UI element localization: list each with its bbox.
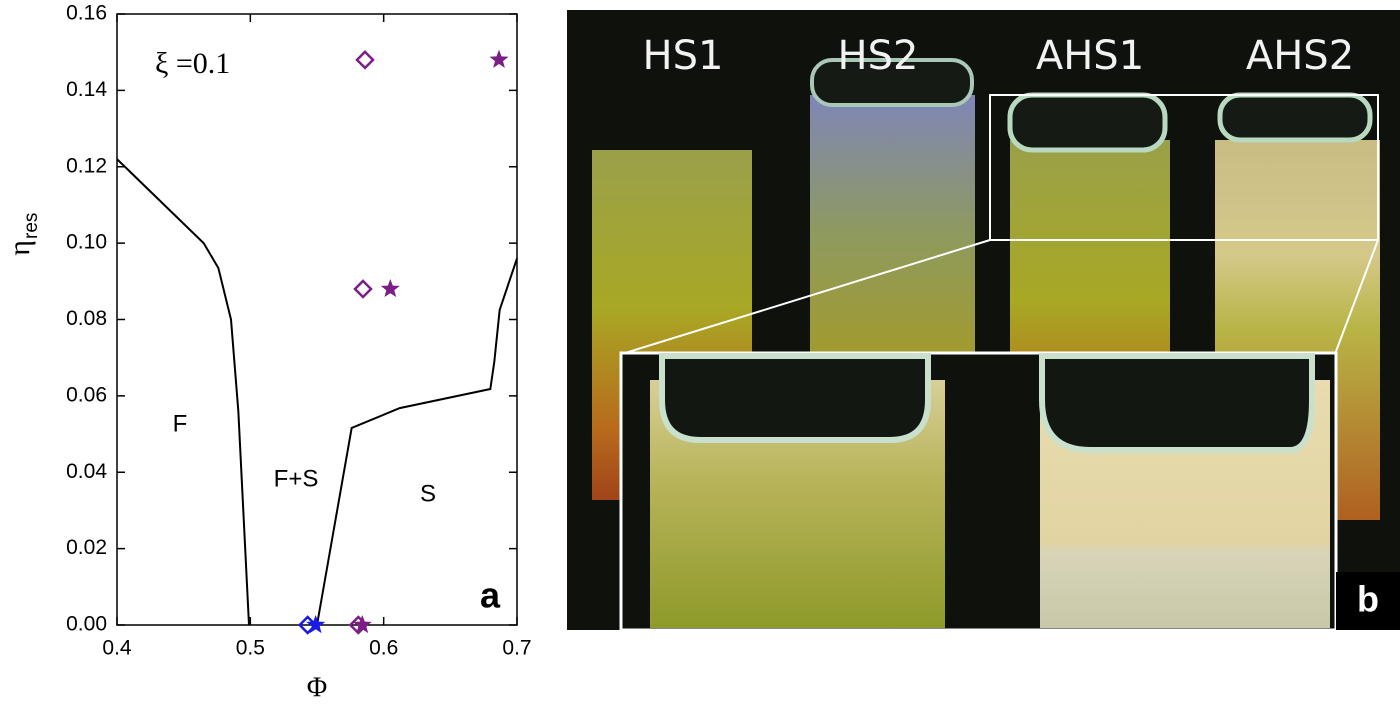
- plot-frame: [116, 13, 518, 626]
- vial-label: HS2: [838, 33, 919, 79]
- star-point: [380, 279, 400, 297]
- annotation: ξ =0.1: [155, 47, 230, 80]
- diamond-point: [353, 279, 373, 299]
- star-point: [352, 615, 372, 634]
- vial-label: AHS2: [1246, 33, 1354, 79]
- boundary-line: [116, 158, 250, 626]
- inset-meniscus: [659, 353, 931, 443]
- panel-label: b: [1357, 579, 1379, 620]
- x-tick-label: 0.6: [369, 637, 398, 660]
- y-tick-label: 0.10: [66, 231, 107, 254]
- zoom-line: [1334, 239, 1379, 355]
- star-point: [306, 615, 326, 634]
- diamond-point: [355, 50, 375, 70]
- zoom-box: [989, 94, 1379, 241]
- region-label: S: [420, 480, 436, 507]
- meniscus: [1217, 92, 1373, 143]
- y-tick-label: 0.16: [66, 2, 107, 25]
- panel-label: a: [480, 575, 501, 616]
- star-point: [489, 49, 509, 68]
- vial-label: AHS1: [1036, 33, 1144, 79]
- y-tick-label: 0.04: [66, 460, 107, 483]
- y-tick-label: 0.12: [66, 154, 107, 177]
- y-axis-label-main: η: [3, 240, 36, 256]
- boundary-line: [316, 258, 518, 626]
- x-tick-label: 0.4: [102, 637, 132, 660]
- y-tick-label: 0.14: [66, 78, 107, 101]
- y-tick-label: 0.02: [66, 536, 107, 559]
- panel-label-bg: [1336, 572, 1400, 630]
- inset-meniscus: [1039, 353, 1315, 453]
- photo-panel: HS1 HS2 AHS1 AHS2 b: [567, 10, 1400, 632]
- x-axis-label: Φ: [307, 672, 327, 703]
- y-tick-label: 0.06: [66, 383, 107, 406]
- y-tick-label: 0.00: [66, 613, 107, 636]
- x-tick-label: 0.5: [236, 637, 265, 660]
- y-axis-label-sub: res: [21, 213, 42, 239]
- chart-panel: 0.00 0.02 0.04 0.06 0.08 0.10 0.12 0.14 0.16 0.4 0…: [3, 2, 532, 704]
- x-tick-label: 0.7: [502, 637, 531, 660]
- meniscus: [810, 58, 974, 107]
- vial-label: HS1: [643, 33, 724, 79]
- region-label: F: [173, 410, 188, 437]
- y-tick-label: 0.08: [66, 307, 107, 330]
- meniscus: [1007, 92, 1168, 153]
- region-label: F+S: [274, 465, 319, 492]
- zoom-line: [621, 239, 991, 355]
